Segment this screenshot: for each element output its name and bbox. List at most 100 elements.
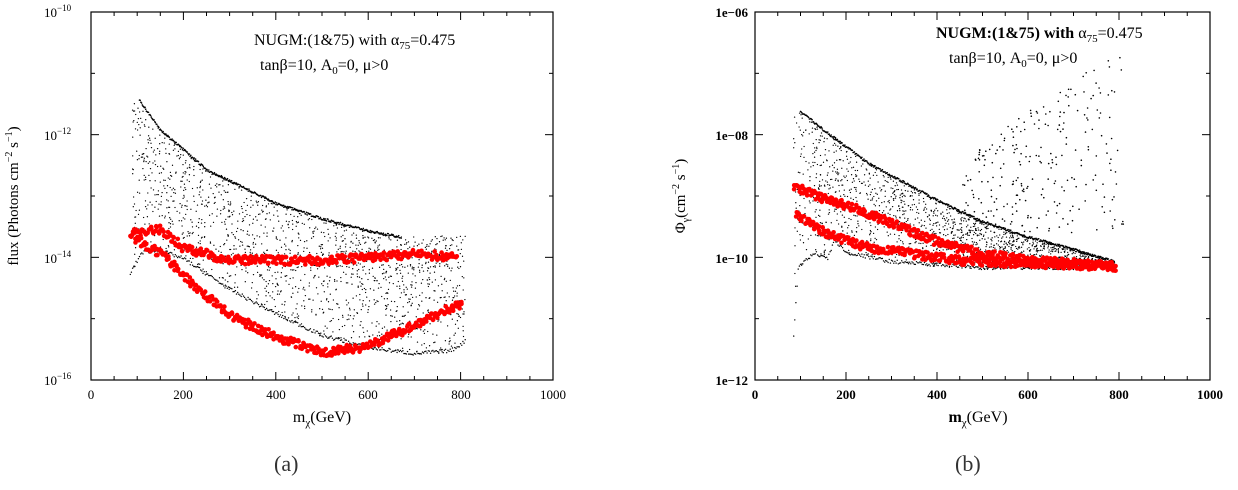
data-point <box>365 289 366 290</box>
data-point <box>266 213 267 214</box>
data-point <box>185 171 186 172</box>
data-point <box>872 199 873 200</box>
data-point <box>178 144 180 146</box>
data-point <box>169 136 171 138</box>
data-point <box>921 225 922 226</box>
data-point <box>216 280 217 281</box>
data-point <box>1084 257 1085 258</box>
data-point <box>862 163 863 164</box>
data-point <box>961 236 962 237</box>
data-point <box>329 280 330 281</box>
data-point <box>903 243 904 244</box>
data-point <box>227 288 228 289</box>
data-point <box>378 237 379 238</box>
data-point <box>301 326 302 327</box>
data-point <box>865 252 866 253</box>
data-point <box>880 168 882 170</box>
data-point <box>168 153 169 154</box>
data-point <box>185 160 186 161</box>
data-point <box>872 189 873 190</box>
data-point <box>840 180 841 181</box>
data-point <box>304 224 305 225</box>
data-point <box>305 213 307 215</box>
data-point <box>821 132 822 133</box>
data-point <box>241 296 242 297</box>
data-point <box>800 264 801 265</box>
data-point <box>831 222 832 223</box>
data-point <box>313 329 314 330</box>
data-point <box>1067 252 1068 253</box>
data-point <box>872 256 873 257</box>
data-point <box>315 217 317 219</box>
data-point <box>954 251 955 252</box>
data-point <box>292 277 293 278</box>
data-point <box>227 191 228 192</box>
data-point <box>168 228 169 229</box>
data-point <box>347 282 348 283</box>
data-point <box>451 267 452 268</box>
data-point <box>1036 245 1037 246</box>
data-point <box>1010 243 1011 244</box>
data-point <box>911 191 912 192</box>
data-point <box>179 220 180 221</box>
data-point <box>829 209 830 210</box>
x-tick-a-2: 200 <box>173 387 193 402</box>
data-point <box>1004 241 1005 242</box>
data-point <box>869 184 870 185</box>
data-point <box>386 329 387 330</box>
data-point <box>256 200 257 201</box>
data-point <box>804 260 805 261</box>
data-point <box>861 165 862 166</box>
data-point <box>1043 244 1044 245</box>
data-point <box>272 291 273 292</box>
data-point <box>328 252 329 253</box>
data-point <box>1010 248 1011 249</box>
data-point <box>430 266 431 267</box>
data-point <box>802 263 803 264</box>
data-point <box>339 338 340 339</box>
data-point <box>437 351 438 352</box>
data-point <box>348 267 349 268</box>
data-point <box>463 336 464 337</box>
data-point <box>453 350 454 351</box>
data-point <box>263 232 264 233</box>
data-point <box>317 293 318 294</box>
x-tick-a-5: 800 <box>451 387 471 402</box>
data-point <box>399 351 400 352</box>
data-point <box>838 185 839 186</box>
data-point <box>1008 251 1009 252</box>
data-point <box>159 143 160 144</box>
data-point <box>1065 247 1067 249</box>
data-point <box>285 275 286 276</box>
data-point <box>854 235 855 236</box>
data-point <box>803 242 804 243</box>
data-point <box>292 269 293 270</box>
data-point <box>808 238 809 239</box>
data-point <box>323 281 324 282</box>
data-point <box>145 148 146 149</box>
data-point <box>297 245 298 246</box>
data-point <box>960 229 961 230</box>
data-point <box>910 207 911 208</box>
data-point <box>431 240 432 241</box>
data-point <box>218 184 219 185</box>
data-point <box>402 281 403 282</box>
data-point <box>933 240 934 241</box>
data-point <box>876 258 877 259</box>
data-point <box>228 286 229 287</box>
data-point <box>965 243 966 244</box>
data-point <box>1108 258 1110 260</box>
data-point <box>1049 241 1051 243</box>
data-point <box>336 337 337 338</box>
data-point <box>396 273 397 274</box>
data-point <box>217 208 218 209</box>
data-point <box>855 156 856 157</box>
data-point <box>215 249 216 250</box>
data-point <box>798 126 799 127</box>
data-point <box>900 240 901 241</box>
data-point <box>284 253 285 254</box>
data-point <box>894 194 895 195</box>
data-point <box>309 218 310 219</box>
data-point <box>216 183 217 184</box>
data-point <box>132 268 133 269</box>
